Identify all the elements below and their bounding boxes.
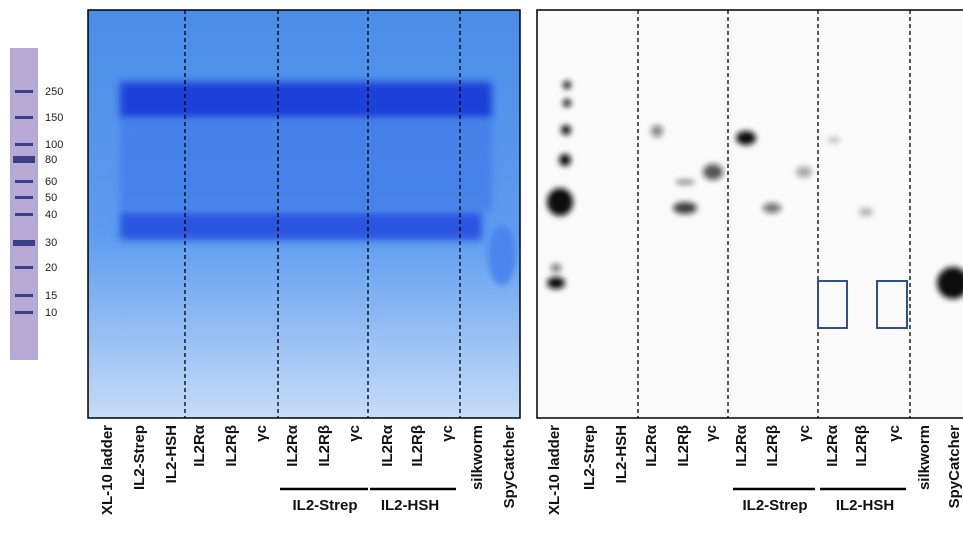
group-label: IL2-HSH [836,497,894,514]
group-label: IL2-Strep [742,497,807,514]
ladder-label: 100 [45,139,63,151]
lane-label: SpyCatcher [501,425,518,509]
lane-label: γc [703,425,720,442]
lane-label: IL2Rβ [764,425,781,467]
lane-label: silkworm [469,425,486,490]
lane-label: γc [253,425,270,442]
lane-label: γc [796,425,813,442]
ladder-label: 40 [45,209,57,221]
lane-label: γc [886,425,903,442]
ladder-label: 250 [45,86,63,98]
lane-label: IL2Rβ [675,425,692,467]
lane-label: silkworm [916,425,933,490]
right-gel [536,9,963,419]
lane-label: IL2Rα [379,424,396,467]
lane-label: IL2Rα [191,424,208,467]
ladder-label: 20 [45,262,57,274]
ladder-label: 10 [45,307,57,319]
ladder-label: 15 [45,290,57,302]
left-gel [87,9,521,419]
lane-label: γc [346,425,363,442]
lane-label: IL2Rα [284,424,301,467]
group-label: IL2-Strep [292,497,357,514]
group-label: IL2-HSH [381,497,439,514]
lane-label: IL2-Strep [581,425,598,490]
ladder-label: 60 [45,176,57,188]
ladder-label: 150 [45,112,63,124]
ladder-label: 80 [45,154,57,166]
lane-label: SpyCatcher [946,425,963,509]
lane-label: IL2Rα [824,424,841,467]
ladder-strip [10,48,38,360]
lane-label: IL2-HSH [613,425,630,483]
lane-label: IL2Rα [733,424,750,467]
lane-label: IL2-Strep [131,425,148,490]
lane-label: IL2Rα [643,424,660,467]
lane-label: XL-10 ladder [99,425,116,515]
lane-label: IL2Rβ [316,425,333,467]
lane-label: IL2Rβ [853,425,870,467]
lane-label: IL2Rβ [223,425,240,467]
ladder-label: 50 [45,192,57,204]
lane-label: XL-10 ladder [546,425,563,515]
lane-label: IL2-HSH [163,425,180,483]
lane-label: γc [439,425,456,442]
lane-label: IL2Rβ [409,425,426,467]
ladder-label: 30 [45,237,57,249]
